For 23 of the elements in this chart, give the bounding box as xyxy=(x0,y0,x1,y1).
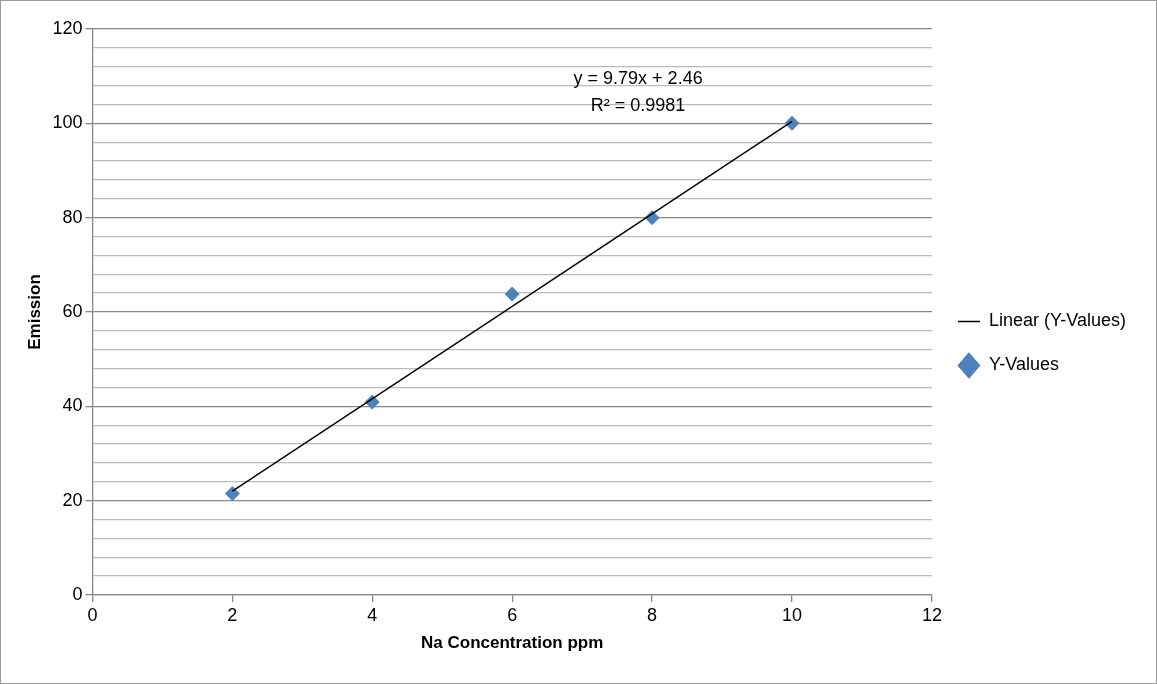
x-axis-title: Na Concentration ppm xyxy=(421,633,604,653)
point xyxy=(224,486,240,502)
y-tick-label: 60 xyxy=(62,300,83,321)
x-tick-label: 12 xyxy=(921,604,942,625)
y-tick-label: 0 xyxy=(72,583,83,604)
x-tick-label: 2 xyxy=(227,604,238,625)
legend-label: Y-Values xyxy=(988,354,1059,375)
annotation: R² = 0.9981 xyxy=(590,94,686,115)
x-tick-label: 0 xyxy=(87,604,98,625)
y-tick-label: 120 xyxy=(52,17,83,38)
x-tick-label: 8 xyxy=(647,604,658,625)
legend-label: Linear (Y-Values) xyxy=(988,310,1126,331)
y-tick-label: 40 xyxy=(62,395,83,416)
y-tick-label: 20 xyxy=(62,489,83,510)
y-tick-label: 100 xyxy=(52,112,83,133)
point xyxy=(504,286,520,302)
y-axis-title: Emission xyxy=(24,274,44,350)
x-tick-label: 4 xyxy=(367,604,378,625)
annotation: y = 9.79x + 2.46 xyxy=(573,67,703,88)
y-tick-label: 80 xyxy=(62,206,83,227)
point xyxy=(784,115,800,131)
x-tick-label: 6 xyxy=(507,604,518,625)
x-tick-label: 10 xyxy=(781,604,803,625)
